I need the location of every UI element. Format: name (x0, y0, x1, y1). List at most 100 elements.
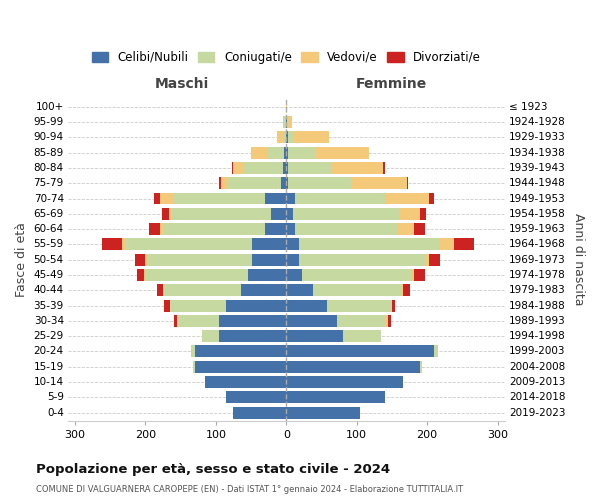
Bar (277, 132, 283, 143)
Y-axis label: Anni di nascita: Anni di nascita (572, 214, 585, 306)
Bar (337, 315, 386, 327)
Bar (221, 178, 228, 189)
Bar (241, 284, 286, 296)
Bar (327, 300, 391, 312)
Bar (287, 116, 289, 128)
Bar (135, 254, 145, 266)
Bar (286, 192, 295, 204)
Bar (163, 223, 265, 235)
Bar (266, 146, 284, 158)
Bar (122, 238, 126, 250)
Text: Maschi: Maschi (154, 77, 209, 91)
Bar (391, 300, 392, 312)
Bar (286, 254, 299, 266)
Bar (420, 208, 426, 220)
Bar (149, 223, 160, 235)
Bar (286, 315, 337, 327)
Bar (428, 192, 434, 204)
Bar (415, 269, 425, 281)
Bar (163, 284, 241, 296)
Bar (244, 162, 283, 174)
Bar (195, 360, 286, 372)
Bar (286, 406, 360, 418)
Bar (228, 178, 281, 189)
Bar (299, 254, 426, 266)
Bar (426, 254, 429, 266)
Bar (218, 178, 221, 189)
Bar (288, 146, 316, 158)
Bar (289, 162, 331, 174)
Bar (164, 300, 170, 312)
Bar (144, 269, 145, 281)
Text: COMUNE DI VALGUARNERA CAROPEPE (EN) - Dati ISTAT 1° gennaio 2024 - Elaborazione : COMUNE DI VALGUARNERA CAROPEPE (EN) - Da… (36, 485, 463, 494)
Bar (283, 116, 284, 128)
Bar (202, 330, 220, 342)
Text: Femmine: Femmine (355, 77, 427, 91)
Bar (253, 238, 286, 250)
Text: Popolazione per età, sesso e stato civile - 2024: Popolazione per età, sesso e stato civil… (36, 462, 390, 475)
Bar (177, 315, 220, 327)
Bar (286, 330, 343, 342)
Bar (343, 330, 382, 342)
Bar (399, 208, 420, 220)
Bar (173, 192, 265, 204)
Bar (286, 178, 289, 189)
Bar (160, 192, 173, 204)
Bar (283, 132, 286, 143)
Bar (411, 269, 415, 281)
Bar (286, 146, 288, 158)
Bar (226, 392, 286, 403)
Bar (392, 300, 395, 312)
Bar (295, 223, 397, 235)
Bar (145, 269, 248, 281)
Bar (295, 192, 386, 204)
Bar (137, 269, 144, 281)
Y-axis label: Fasce di età: Fasce di età (15, 222, 28, 297)
Bar (169, 208, 172, 220)
Bar (147, 254, 253, 266)
Bar (286, 392, 385, 403)
Bar (316, 146, 369, 158)
Bar (286, 284, 313, 296)
Bar (286, 208, 293, 220)
Bar (226, 300, 286, 312)
Bar (415, 223, 425, 235)
Bar (286, 238, 299, 250)
Bar (233, 406, 286, 418)
Bar (289, 116, 292, 128)
Bar (126, 238, 253, 250)
Bar (286, 376, 403, 388)
Bar (172, 208, 271, 220)
Bar (383, 162, 385, 174)
Bar (286, 269, 302, 281)
Bar (286, 300, 327, 312)
Bar (313, 284, 401, 296)
Bar (286, 223, 295, 235)
Bar (233, 162, 244, 174)
Bar (434, 346, 438, 358)
Bar (388, 315, 391, 327)
Bar (397, 223, 415, 235)
Bar (299, 238, 440, 250)
Bar (407, 178, 408, 189)
Bar (170, 300, 226, 312)
Bar (386, 192, 428, 204)
Bar (286, 116, 287, 128)
Bar (145, 254, 147, 266)
Bar (302, 269, 411, 281)
Bar (154, 192, 160, 204)
Bar (205, 376, 286, 388)
Bar (195, 346, 286, 358)
Bar (289, 178, 352, 189)
Legend: Celibi/Nubili, Coniugati/e, Vedovi/e, Divorziati/e: Celibi/Nubili, Coniugati/e, Vedovi/e, Di… (87, 46, 486, 68)
Bar (331, 162, 383, 174)
Bar (271, 208, 286, 220)
Bar (173, 315, 177, 327)
Bar (286, 132, 288, 143)
Bar (283, 162, 286, 174)
Bar (284, 116, 286, 128)
Bar (286, 162, 289, 174)
Bar (161, 208, 169, 220)
Bar (429, 254, 440, 266)
Bar (288, 132, 293, 143)
